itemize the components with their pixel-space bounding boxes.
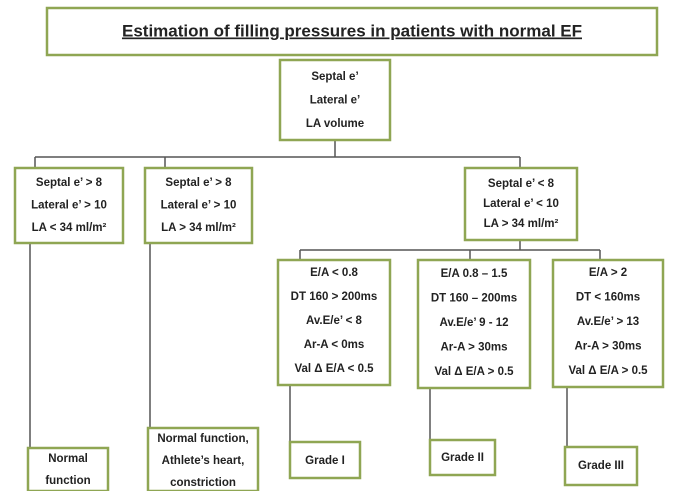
node-text: LA > 34 ml/m² bbox=[161, 222, 236, 234]
node-text: Lateral e’ > 10 bbox=[161, 200, 237, 212]
node-text: Grade I bbox=[305, 455, 345, 467]
node-text: DT 160 – 200ms bbox=[431, 293, 517, 305]
node-box bbox=[13, 166, 125, 245]
node-text: Septal e’ bbox=[311, 71, 358, 83]
node-text: Septal e’ > 8 bbox=[36, 177, 103, 189]
node-text: Val Δ E/A > 0.5 bbox=[434, 366, 514, 378]
node-text: LA volume bbox=[306, 118, 364, 130]
node-text: Lateral e’ > 10 bbox=[31, 200, 107, 212]
node-box bbox=[143, 166, 254, 245]
node-text: Lateral e’ bbox=[310, 95, 361, 107]
node-text: Septal e’ < 8 bbox=[488, 178, 555, 190]
node-text: Ar-A > 30ms bbox=[574, 341, 641, 353]
node-text: Grade III bbox=[578, 460, 624, 472]
node-box bbox=[551, 258, 665, 389]
title: Estimation of filling pressures in patie… bbox=[122, 21, 582, 40]
node-text: Ar-A < 0ms bbox=[304, 339, 365, 351]
node-box bbox=[563, 445, 639, 487]
node-text: Normal bbox=[48, 453, 88, 465]
node-text: E/A > 2 bbox=[589, 267, 627, 279]
node-box bbox=[463, 166, 579, 242]
node-text: constriction bbox=[170, 477, 236, 489]
node-text: E/A 0.8 – 1.5 bbox=[441, 268, 508, 280]
title-box bbox=[45, 6, 659, 57]
node-box bbox=[428, 438, 497, 477]
node-box bbox=[278, 58, 392, 142]
node-text: LA < 34 ml/m² bbox=[32, 222, 107, 234]
node-text: LA > 34 ml/m² bbox=[484, 218, 559, 230]
node-text: Lateral e’ < 10 bbox=[483, 198, 559, 210]
node-text: Val Δ E/A < 0.5 bbox=[294, 363, 374, 375]
node-text: DT 160 > 200ms bbox=[291, 291, 378, 303]
node-text: DT < 160ms bbox=[576, 292, 640, 304]
node-text: Septal e’ > 8 bbox=[165, 177, 232, 189]
node-text: Av.E/e’ < 8 bbox=[306, 315, 363, 327]
node-box bbox=[146, 426, 260, 491]
node-text: Athlete’s heart, bbox=[162, 455, 245, 467]
node-text: Val Δ E/A > 0.5 bbox=[568, 365, 648, 377]
node-text: Av.E/e’ 9 - 12 bbox=[439, 317, 508, 329]
node-box bbox=[26, 446, 110, 491]
node-box bbox=[288, 440, 362, 480]
connector bbox=[34, 140, 521, 168]
node-box bbox=[416, 258, 532, 390]
node-text: function bbox=[45, 475, 90, 487]
node-text: Grade II bbox=[441, 452, 484, 464]
node-text: Ar-A > 30ms bbox=[440, 342, 507, 354]
nodes: Septal e’ Lateral e’ LA volume Septal e’ > … bbox=[13, 58, 665, 491]
node-text: Normal function, bbox=[157, 433, 248, 445]
node-box bbox=[276, 258, 392, 387]
connector bbox=[299, 240, 601, 260]
node-text: E/A < 0.8 bbox=[310, 267, 358, 279]
connector bbox=[28, 243, 31, 479]
node-text: Av.E/e’ > 13 bbox=[577, 316, 639, 328]
